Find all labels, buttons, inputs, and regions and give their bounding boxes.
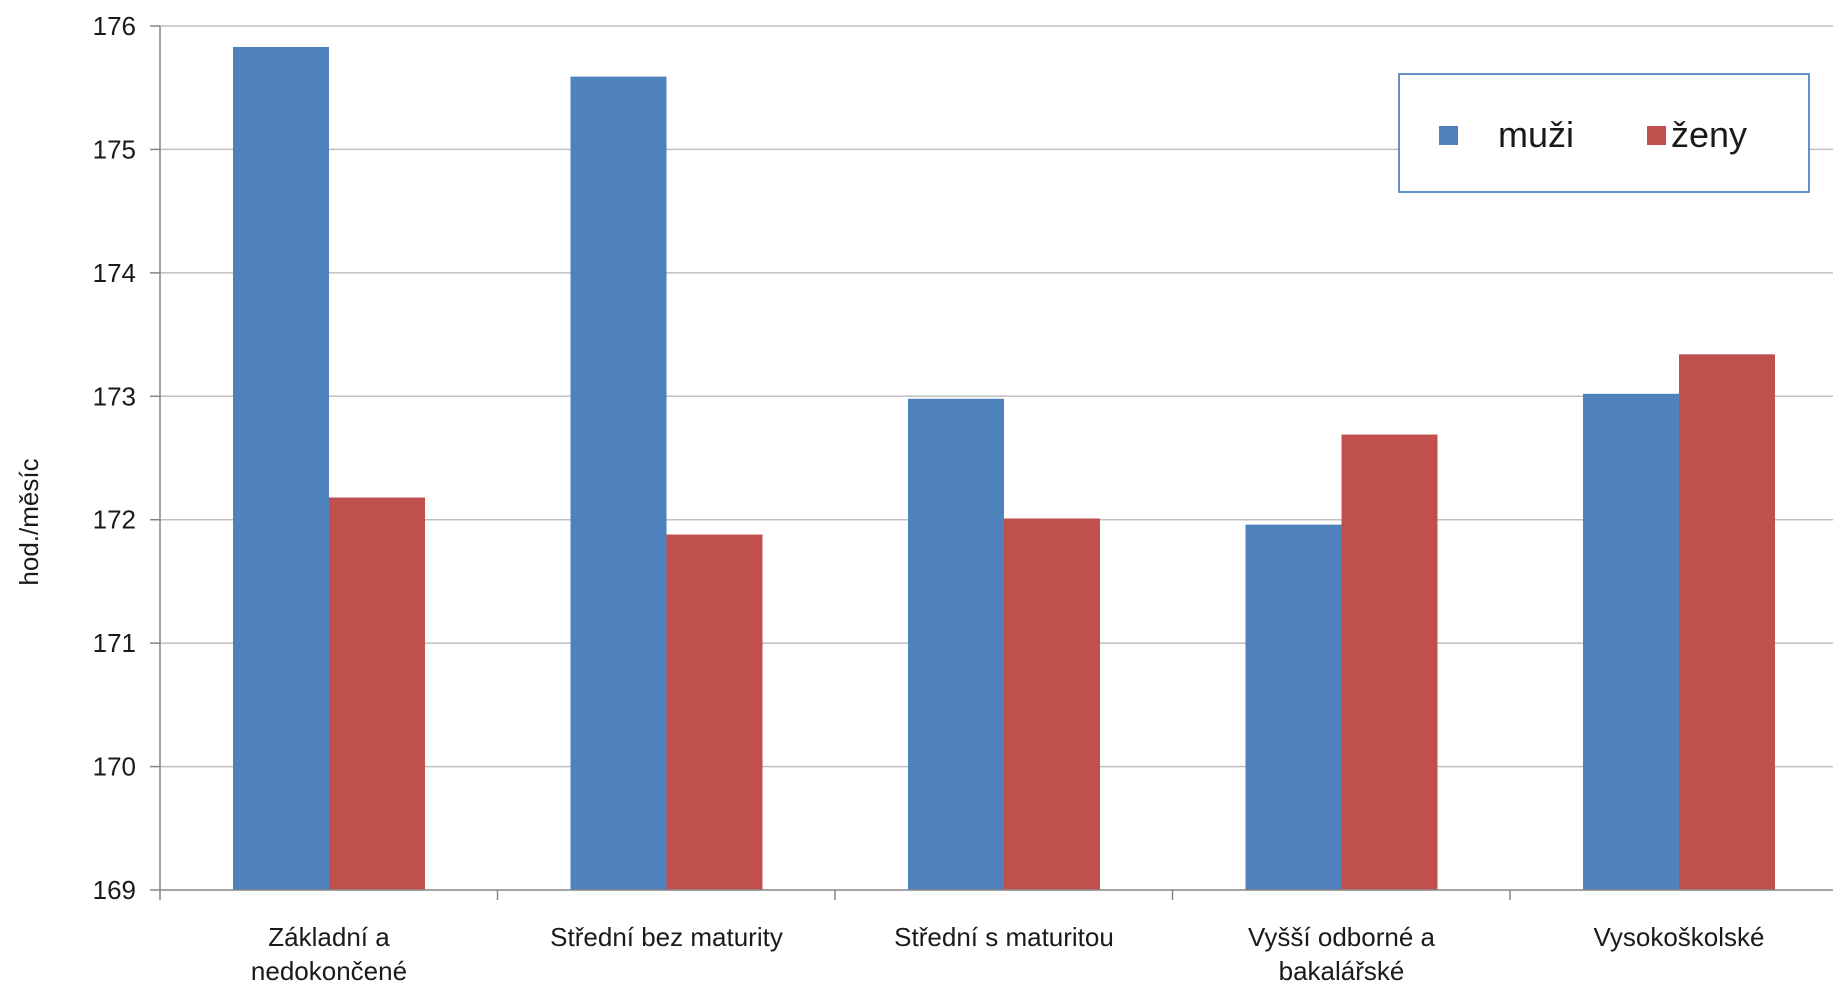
y-axis-title: hod./měsíc bbox=[14, 458, 44, 585]
bars-group bbox=[233, 46, 1775, 891]
bar-muzi bbox=[570, 76, 667, 890]
x-category-label-line: Základní a bbox=[268, 922, 390, 952]
legend: muži ženy bbox=[1398, 73, 1810, 193]
y-tick-label: 176 bbox=[93, 11, 136, 41]
y-tick-label: 171 bbox=[93, 628, 136, 658]
bar-muzi bbox=[1245, 524, 1342, 890]
x-category-label-line: Vysokoškolské bbox=[1594, 922, 1765, 952]
bar-zeny bbox=[1341, 434, 1438, 890]
y-tick-label: 175 bbox=[93, 134, 136, 164]
bar-muzi bbox=[908, 398, 1004, 890]
x-category-label-line: nedokončené bbox=[251, 956, 407, 986]
axes bbox=[159, 26, 1833, 891]
bar-zeny bbox=[1004, 518, 1100, 890]
y-tick-label: 170 bbox=[93, 752, 136, 782]
y-tick-label: 173 bbox=[93, 381, 136, 411]
y-tick-label: 172 bbox=[93, 505, 136, 535]
y-tick-label: 174 bbox=[93, 258, 136, 288]
x-category-label: Vyšší odborné a bakalářské bbox=[1248, 922, 1435, 986]
x-category-label-line: Střední bez maturity bbox=[550, 922, 783, 952]
bar-zeny bbox=[329, 497, 425, 890]
legend-label-zeny: ženy bbox=[1671, 114, 1747, 155]
x-category-label: Střední s maturitou bbox=[894, 922, 1114, 952]
bar-zeny bbox=[666, 534, 763, 890]
x-category-label: Vysokoškolské bbox=[1594, 922, 1765, 952]
legend-label-muzi: muži bbox=[1498, 114, 1574, 155]
y-axis-ticks: 169 170 171 172 173 174 175 176 bbox=[93, 11, 160, 905]
bar-muzi bbox=[233, 46, 329, 891]
x-category-label-line: bakalářské bbox=[1279, 956, 1405, 986]
x-category-label: Základní a nedokončené bbox=[251, 922, 407, 986]
x-axis-ticks: Základní a nedokončené Střední bez maturit… bbox=[159, 890, 1765, 986]
bar-zeny bbox=[1679, 354, 1775, 890]
legend-swatch-muzi bbox=[1439, 126, 1458, 145]
legend-swatch-zeny bbox=[1647, 126, 1666, 145]
bar-muzi bbox=[1583, 393, 1679, 890]
x-category-label-line: Střední s maturitou bbox=[894, 922, 1114, 952]
y-tick-label: 169 bbox=[93, 875, 136, 905]
x-category-label-line: Vyšší odborné a bbox=[1248, 922, 1435, 952]
legend-box bbox=[1398, 73, 1810, 193]
x-category-label: Střední bez maturity bbox=[550, 922, 783, 952]
